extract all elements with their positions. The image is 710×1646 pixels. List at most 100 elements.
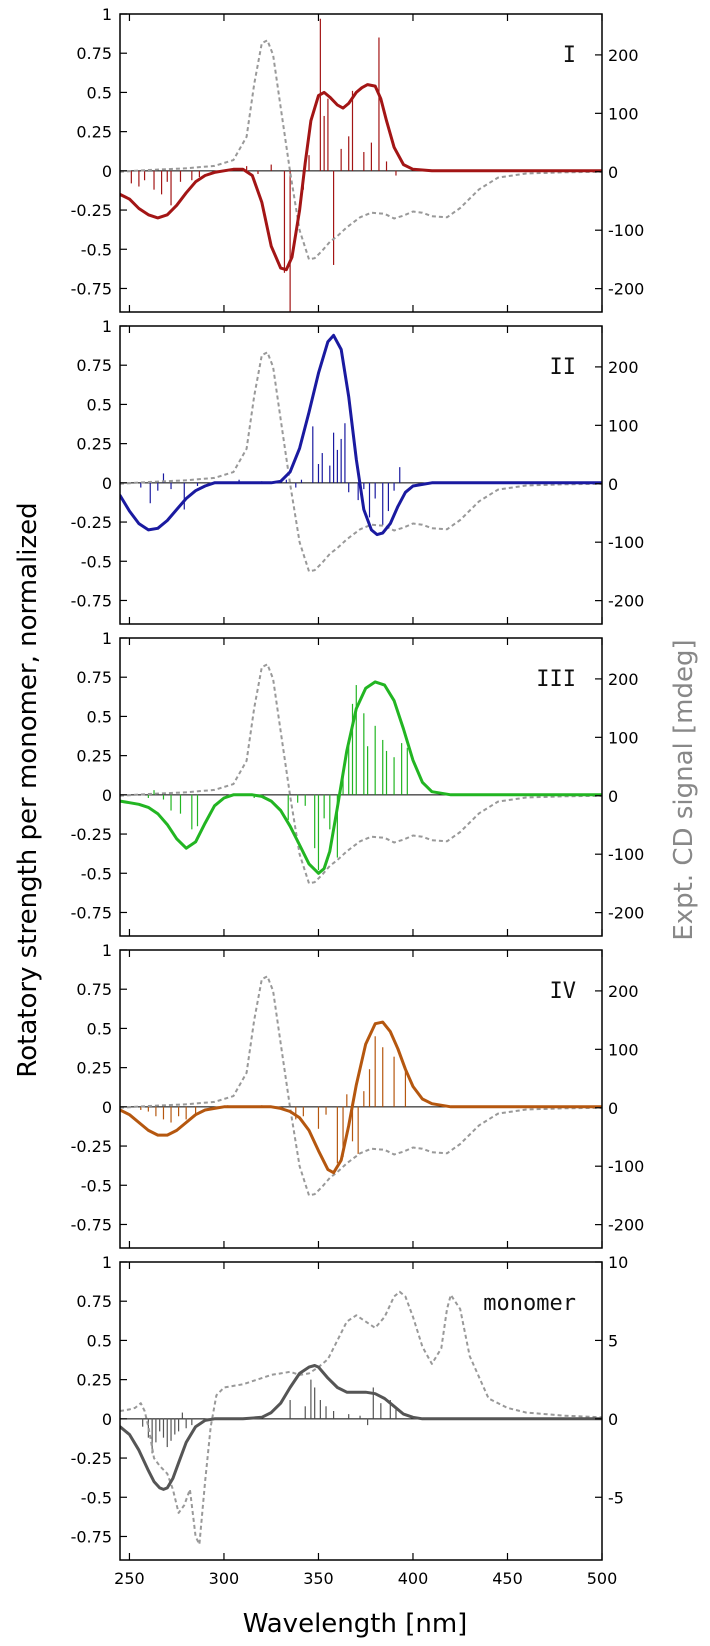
right-tick-label: 0 — [608, 475, 618, 494]
left-tick-label: -0.75 — [71, 903, 112, 922]
left-tick-label: 0.5 — [87, 1331, 112, 1350]
left-tick-label: 0 — [102, 474, 112, 493]
x-tick-label: 450 — [492, 1569, 523, 1588]
x-tick-label: 500 — [587, 1569, 618, 1588]
left-tick-label: -0.25 — [71, 201, 112, 220]
left-tick-label: 0 — [102, 1410, 112, 1429]
left-tick-label: 0.25 — [76, 1059, 112, 1078]
left-tick-label: -0.25 — [71, 513, 112, 532]
right-tick-label: 200 — [608, 46, 639, 65]
calc-rotatory-curve — [120, 1020, 602, 1175]
right-tick-label: 200 — [608, 358, 639, 377]
left-tick-label: 1 — [102, 1253, 112, 1272]
left-tick-label: -0.75 — [71, 279, 112, 298]
right-tick-label: -200 — [608, 904, 644, 923]
left-tick-label: 0.25 — [76, 747, 112, 766]
x-tick-label: 300 — [209, 1569, 240, 1588]
x-axis-title: Wavelength [nm] — [243, 1609, 468, 1639]
left-tick-label: -0.75 — [71, 1527, 112, 1546]
expt-cd-curve — [120, 351, 602, 573]
left-tick-label: 0.25 — [76, 1371, 112, 1390]
panel-label: IV — [550, 979, 577, 1004]
left-tick-label: 0.75 — [76, 980, 112, 999]
right-tick-label: 0 — [608, 163, 618, 182]
right-tick-label: -100 — [608, 533, 644, 552]
left-tick-label: 0 — [102, 162, 112, 181]
right-axis-title: Expt. CD signal [mdeg] — [669, 639, 699, 940]
right-tick-label: -100 — [608, 221, 644, 240]
left-tick-label: -0.75 — [71, 591, 112, 610]
right-tick-label: -100 — [608, 845, 644, 864]
right-tick-label: -200 — [608, 592, 644, 611]
x-tick-label: 400 — [398, 1569, 429, 1588]
panel-frame — [119, 949, 603, 1249]
right-tick-label: 100 — [608, 1040, 639, 1059]
calc-rotatory-curve — [120, 83, 602, 272]
left-tick-label: 0.5 — [87, 395, 112, 414]
x-tick-label: 350 — [303, 1569, 334, 1588]
panel-label: monomer — [483, 1291, 576, 1316]
left-tick-label: 1 — [102, 629, 112, 648]
right-tick-label: 5 — [608, 1331, 618, 1350]
left-tick-label: 0.5 — [87, 1019, 112, 1038]
left-tick-label: -0.25 — [71, 1137, 112, 1156]
right-tick-label: 100 — [608, 728, 639, 747]
left-tick-label: 0.5 — [87, 707, 112, 726]
expt-cd-curve — [120, 975, 602, 1197]
panel-label: II — [550, 355, 577, 380]
panel-plot-area — [120, 18, 602, 312]
left-tick-label: 0.75 — [76, 1292, 112, 1311]
calc-rotatory-curve — [120, 333, 602, 537]
left-tick-label: -0.5 — [81, 1176, 112, 1195]
left-tick-label: -0.5 — [81, 240, 112, 259]
left-tick-label: 0.5 — [87, 83, 112, 102]
expt-cd-curve — [120, 663, 602, 885]
panel-plot-area — [120, 975, 602, 1197]
calc-rotatory-curve — [120, 680, 602, 875]
left-tick-label: 1 — [102, 317, 112, 336]
left-tick-label: 0.25 — [76, 435, 112, 454]
left-tick-label: -0.5 — [81, 552, 112, 571]
right-tick-label: 200 — [608, 982, 639, 1001]
right-tick-label: -200 — [608, 1216, 644, 1235]
left-tick-label: 1 — [102, 941, 112, 960]
right-tick-label: 100 — [608, 416, 639, 435]
left-tick-label: 0.75 — [76, 356, 112, 375]
calc-rotatory-curve — [120, 1364, 602, 1491]
right-tick-label: 0 — [608, 1410, 618, 1429]
panel-frame — [119, 637, 603, 937]
right-tick-label: -100 — [608, 1157, 644, 1176]
right-tick-label: -200 — [608, 280, 644, 299]
right-tick-label: 0 — [608, 1099, 618, 1118]
panel-label: III — [536, 667, 576, 692]
panel-2: 1 0.75 0.5 0.25 0 -0.25 -0.5 -0.75 200 100 0 -100 -2… — [71, 317, 644, 625]
panel-5: 1 0.75 0.5 0.25 0 -0.25 -0.5 -0.75 10 5 0 -5 monomer… — [71, 1253, 629, 1588]
panel-3: 1 0.75 0.5 0.25 0 -0.25 -0.5 -0.75 200 100 0 -100 -2… — [71, 629, 644, 937]
panel-frame — [119, 13, 603, 313]
panel-frame — [119, 325, 603, 625]
right-tick-label: 200 — [608, 670, 639, 689]
right-tick-label: 100 — [608, 104, 639, 123]
left-tick-label: -0.25 — [71, 1449, 112, 1468]
left-tick-label: 0.75 — [76, 44, 112, 63]
left-tick-label: 0.75 — [76, 668, 112, 687]
right-tick-label: -5 — [608, 1488, 624, 1507]
left-tick-label: -0.25 — [71, 825, 112, 844]
left-tick-label: -0.75 — [71, 1215, 112, 1234]
expt-cd-curve — [120, 39, 602, 261]
panel-label: I — [563, 43, 576, 68]
left-axis-title: Rotatory strength per monomer, normalize… — [13, 502, 43, 1077]
right-tick-label: 0 — [608, 787, 618, 806]
x-tick-label: 250 — [114, 1569, 145, 1588]
panel-4: 1 0.75 0.5 0.25 0 -0.25 -0.5 -0.75 200 100 0 -100 -2… — [71, 941, 644, 1249]
left-tick-label: -0.5 — [81, 864, 112, 883]
panel-plot-area — [120, 663, 602, 885]
left-tick-label: 0 — [102, 786, 112, 805]
left-tick-label: 0 — [102, 1098, 112, 1117]
panel-frame — [119, 1261, 603, 1561]
left-tick-label: 0.25 — [76, 123, 112, 142]
left-tick-label: 1 — [102, 5, 112, 24]
left-tick-label: -0.5 — [81, 1488, 112, 1507]
